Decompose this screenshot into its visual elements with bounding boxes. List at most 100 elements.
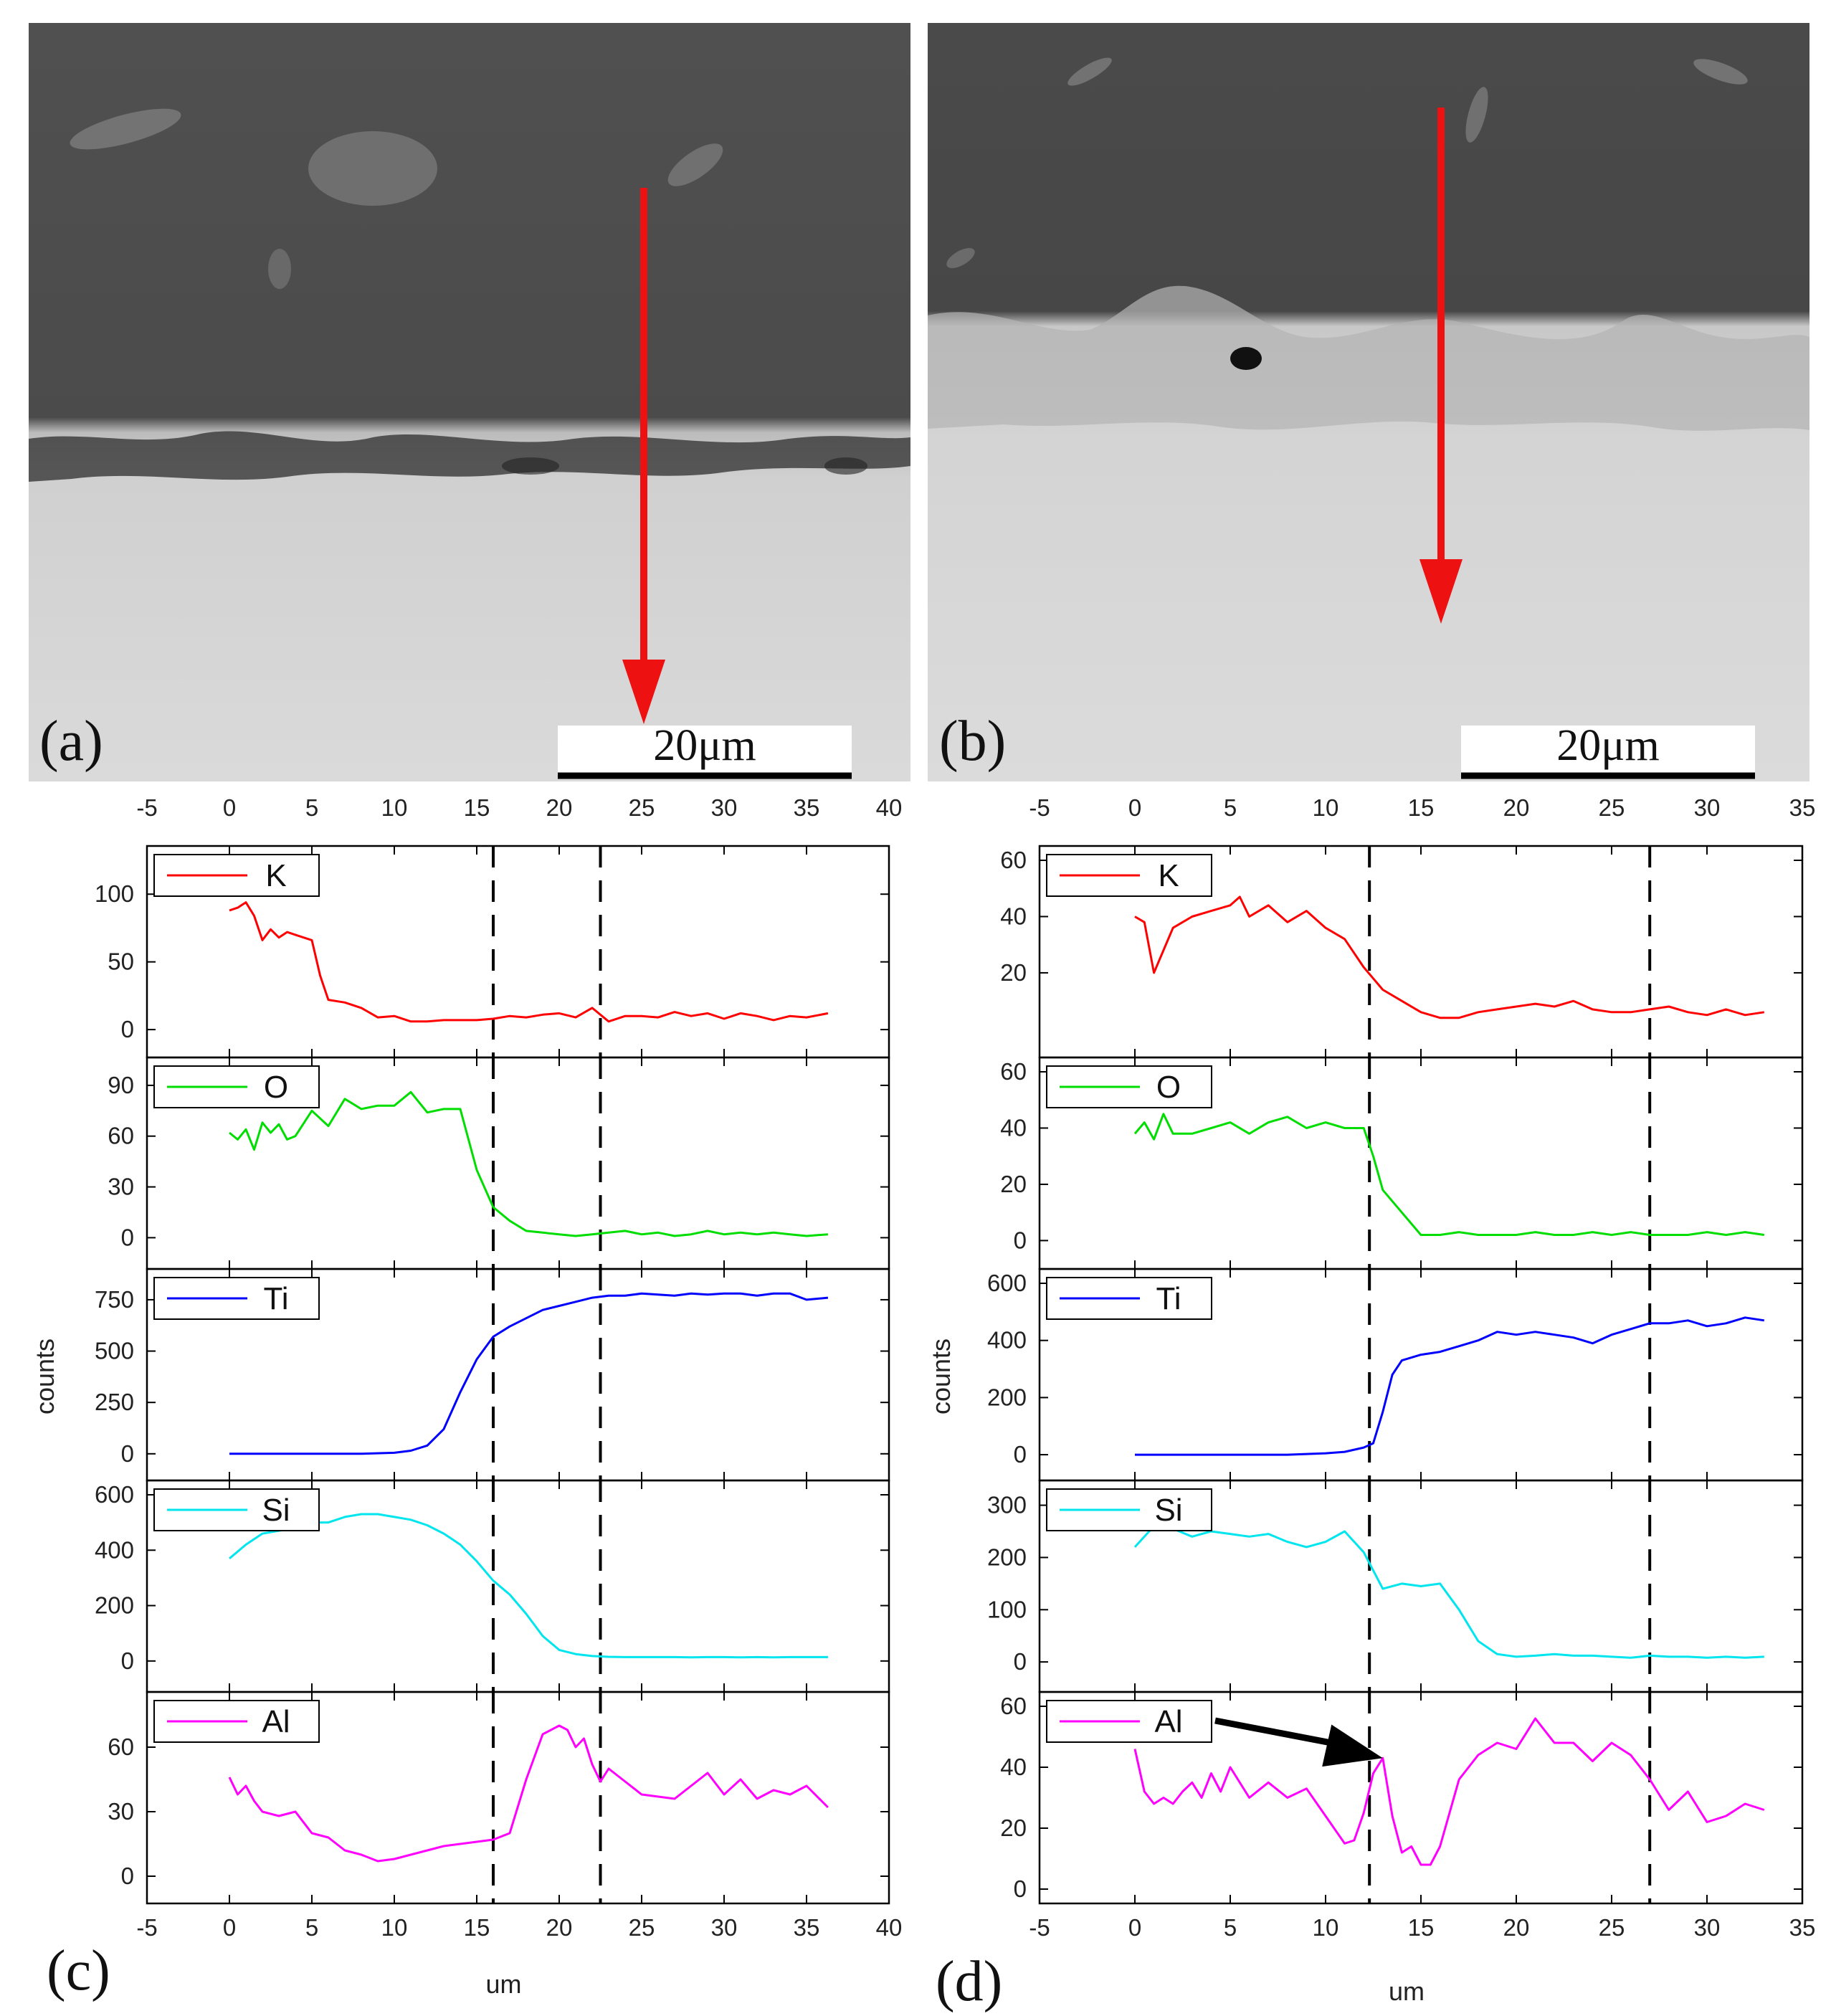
series-line-Ti — [1135, 1316, 1765, 1456]
subplot-Si: 0 100 200 300 Si — [987, 1479, 1804, 1693]
series-line-Ti — [229, 1292, 829, 1455]
series-line-O — [229, 1090, 829, 1237]
y-tick-label: 600 — [95, 1481, 134, 1508]
legend-label: O — [1156, 1070, 1181, 1105]
y-tick-label: 100 — [987, 1596, 1027, 1622]
sem-image-a: 20μm (a) — [29, 23, 910, 781]
x-tick-label-top: 30 — [711, 794, 738, 821]
x-tick-label-top: 20 — [546, 794, 573, 821]
y-axis-label: counts — [926, 1339, 956, 1414]
panel-label: (c) — [47, 1939, 110, 2002]
y-tick-label: 20 — [1000, 959, 1027, 986]
subplot-K: 20 40 60 K — [1000, 845, 1804, 1059]
subplot-frame — [146, 1691, 890, 1905]
y-tick-label: 20 — [1000, 1815, 1027, 1841]
y-tick-label: 0 — [1014, 1875, 1027, 1902]
panel-label: (d) — [936, 1950, 1002, 2013]
series-line-Si — [229, 1513, 828, 1659]
legend-label: Si — [262, 1493, 290, 1528]
x-tick-label-top: 35 — [1789, 794, 1816, 821]
y-tick-label: 0 — [1014, 1227, 1027, 1253]
legend-label: K — [1158, 858, 1179, 893]
x-tick-label-top: 15 — [464, 794, 490, 821]
x-tick-label: 35 — [794, 1914, 820, 1941]
y-tick-label: 400 — [987, 1327, 1027, 1354]
x-tick-label: 20 — [546, 1914, 573, 1941]
y-axis-label: counts — [30, 1339, 60, 1414]
scalebar-a-label: 20μm — [653, 721, 756, 770]
y-tick-label: 30 — [108, 1174, 134, 1200]
y-tick-label: 60 — [108, 1734, 134, 1760]
x-tick-label-top: 0 — [1128, 794, 1141, 821]
image-b-label: (b) — [939, 710, 1006, 773]
x-tick-label: 10 — [1313, 1914, 1339, 1941]
x-tick-label-top: 5 — [1224, 794, 1237, 821]
y-tick-label: 400 — [95, 1536, 134, 1563]
x-tick-label-top: 0 — [223, 794, 236, 821]
x-tick-label: 25 — [629, 1914, 655, 1941]
x-tick-label-top: 5 — [305, 794, 318, 821]
x-tick-label: 30 — [711, 1914, 738, 1941]
annotation-arrow-head — [1322, 1724, 1383, 1767]
series-line-Al — [1133, 1717, 1765, 1866]
x-tick-label-top: 25 — [629, 794, 655, 821]
series-line-K — [229, 901, 829, 1023]
y-tick-label: 60 — [1000, 1693, 1027, 1719]
legend-label: Al — [262, 1704, 290, 1739]
y-tick-label: 0 — [121, 1863, 134, 1889]
y-tick-label: 200 — [95, 1592, 134, 1619]
y-tick-label: 200 — [987, 1544, 1027, 1570]
x-tick-label: 5 — [305, 1914, 318, 1941]
x-tick-label-top: 40 — [876, 794, 903, 821]
series-line-Si — [1133, 1525, 1764, 1659]
subplot-Ti: 0 200 400 600 Ti — [987, 1268, 1804, 1482]
x-tick-label-top: 25 — [1599, 794, 1625, 821]
y-tick-label: 30 — [108, 1798, 134, 1825]
subplot-Ti: 0 250 500 750 Ti — [95, 1268, 890, 1482]
x-tick-label: 30 — [1694, 1914, 1721, 1941]
y-tick-label: 600 — [987, 1270, 1027, 1296]
legend-label: Al — [1154, 1704, 1182, 1739]
x-tick-label: 15 — [1408, 1914, 1435, 1941]
x-tick-label: 15 — [464, 1914, 490, 1941]
y-tick-label: 300 — [987, 1492, 1027, 1518]
x-tick-label: -5 — [136, 1914, 157, 1941]
subplot-O: 0 20 40 60 O — [1000, 1056, 1804, 1270]
x-tick-label-top: -5 — [1029, 794, 1050, 821]
x-tick-label-top: 35 — [794, 794, 820, 821]
y-tick-label: 60 — [108, 1123, 134, 1149]
x-tick-label-top: 10 — [381, 794, 408, 821]
series-line-Al — [228, 1724, 829, 1863]
subplot-Si: 0 200 400 600 Si — [95, 1479, 890, 1693]
x-tick-label: 0 — [1128, 1914, 1141, 1941]
y-tick-label: 0 — [1014, 1441, 1027, 1468]
subplot-K: 0 50 100 K — [95, 845, 890, 1059]
y-tick-label: 20 — [1000, 1171, 1027, 1197]
legend-label: O — [264, 1070, 288, 1105]
x-tick-label: 35 — [1789, 1914, 1816, 1941]
x-tick-label-top: 15 — [1408, 794, 1435, 821]
x-tick-label: 0 — [223, 1914, 236, 1941]
y-tick-label: 250 — [95, 1389, 134, 1415]
series-line-K — [1134, 895, 1765, 1019]
y-tick-label: 750 — [95, 1286, 134, 1313]
series-line-O — [1133, 1113, 1765, 1236]
x-tick-label: 25 — [1599, 1914, 1625, 1941]
y-tick-label: 40 — [1000, 1754, 1027, 1780]
y-tick-label: 200 — [987, 1384, 1027, 1410]
y-tick-label: 100 — [95, 880, 134, 907]
y-tick-label: 90 — [108, 1072, 134, 1098]
legend-label: Si — [1154, 1493, 1182, 1528]
y-tick-label: 50 — [108, 948, 134, 975]
y-tick-label: 0 — [121, 1224, 134, 1250]
legend-label: K — [265, 858, 286, 893]
legend-label: Ti — [263, 1281, 288, 1316]
x-tick-label: 10 — [381, 1914, 408, 1941]
y-tick-label: 500 — [95, 1338, 134, 1364]
x-tick-label-top: -5 — [136, 794, 157, 821]
subplot-Al: 0 30 60 Al — [108, 1691, 890, 1905]
y-tick-label: 0 — [1014, 1648, 1027, 1675]
chart-c: -5-5005510101515202025253030353540400501… — [30, 794, 902, 2002]
